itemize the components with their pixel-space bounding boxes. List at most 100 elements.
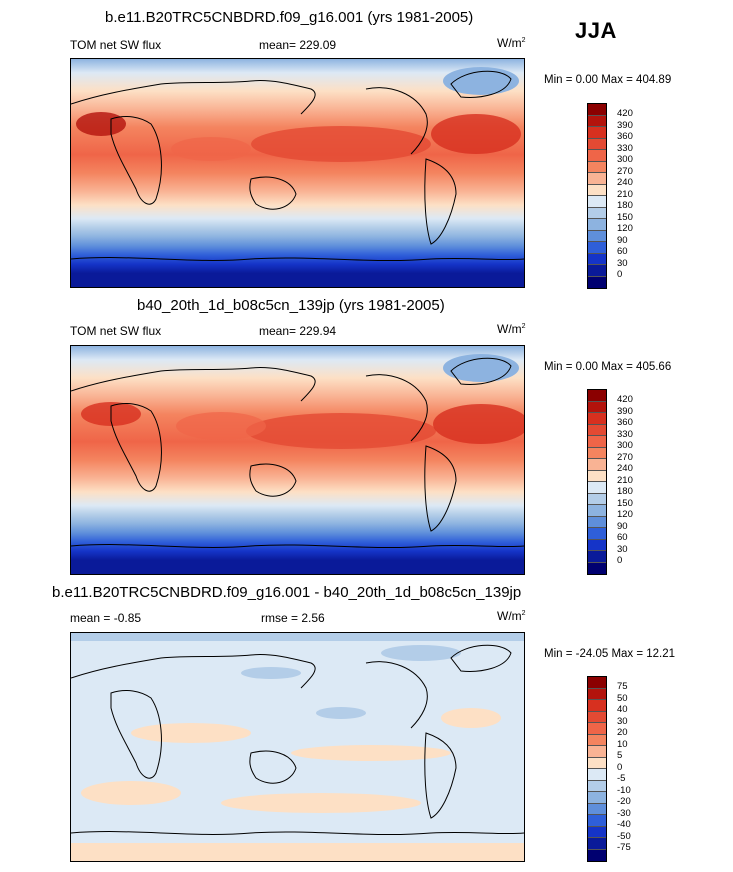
colorbar-box — [588, 493, 606, 505]
colorbar-box — [588, 138, 606, 150]
colorbar-box — [588, 838, 606, 850]
colorbar-box — [588, 276, 606, 288]
panel-1-mean-label: mean= 229.09 — [259, 38, 337, 52]
colorbar-box — [588, 505, 606, 517]
colorbar-box — [588, 723, 606, 735]
panel-2-minmax: Min = 0.00 Max = 405.66 — [544, 361, 672, 373]
colorbar-box — [588, 436, 606, 448]
colorbar-box — [588, 677, 606, 689]
colorbar-box — [588, 711, 606, 723]
colorbar-tick-label: -30 — [617, 807, 631, 819]
colorbar-tick-label: -20 — [617, 796, 631, 807]
colorbar-tick-label: 40 — [617, 704, 628, 715]
colorbar-tick-label: 5 — [617, 750, 623, 761]
panel-1-map — [70, 58, 525, 288]
colorbar-tick-label: 75 — [617, 681, 628, 692]
panel-1-title: b.e11.B20TRC5CNBDRD.f09_g16.001 (yrs 198… — [105, 9, 474, 26]
colorbar-box — [588, 242, 606, 254]
panel-2-map — [70, 345, 525, 575]
colorbar-box — [588, 792, 606, 804]
panel-3-map — [70, 632, 525, 862]
colorbar-tick-label: 0 — [617, 269, 623, 280]
colorbar-tick-label: 360 — [617, 131, 633, 142]
colorbar-box — [588, 562, 606, 574]
colorbar-tick-label: 60 — [617, 246, 628, 257]
colorbar-box — [588, 230, 606, 242]
panel-1-minmax: Min = 0.00 Max = 404.89 — [544, 74, 672, 86]
colorbar-tick-label: 180 — [617, 486, 633, 497]
colorbar-tick-label: 420 — [617, 108, 633, 119]
colorbar-box — [588, 253, 606, 265]
colorbar-tick-label: 30 — [617, 715, 628, 727]
colorbar-tick-label: 10 — [617, 738, 628, 750]
colorbar-tick-label: 330 — [617, 142, 633, 154]
colorbar-box — [588, 115, 606, 127]
panel-3-title: b.e11.B20TRC5CNBDRD.f09_g16.001 - b40_20… — [52, 584, 522, 601]
season-label: JJA — [575, 18, 617, 43]
colorbar-tick-label: 0 — [617, 555, 623, 566]
colorbar-box — [588, 390, 606, 402]
panel-2-title: b40_20th_1d_b08c5cn_139jp (yrs 1981-2005… — [137, 297, 445, 314]
colorbar-box — [588, 470, 606, 482]
colorbar-box — [588, 551, 606, 563]
colorbar-tick-label: -75 — [617, 842, 631, 853]
colorbar-box — [588, 734, 606, 746]
panel-3-mean-label: mean = -0.85 — [70, 611, 142, 625]
panel-2-variable-label: TOM net SW flux — [70, 324, 162, 338]
panel-1-colorbar — [587, 103, 607, 289]
colorbar-box — [588, 161, 606, 173]
colorbar-tick-label: 20 — [617, 727, 628, 738]
colorbar-tick-label: 120 — [617, 509, 633, 520]
colorbar-tick-label: 90 — [617, 520, 628, 532]
colorbar-box — [588, 447, 606, 459]
colorbar-box — [588, 539, 606, 551]
colorbar-box — [588, 459, 606, 471]
colorbar-box — [588, 196, 606, 208]
colorbar-box — [588, 150, 606, 162]
colorbar-box — [588, 780, 606, 792]
colorbar-tick-label: 240 — [617, 463, 633, 474]
colorbar-box — [588, 173, 606, 185]
colorbar-tick-label: 60 — [617, 532, 628, 543]
colorbar-box — [588, 104, 606, 116]
colorbar-tick-label: 210 — [617, 474, 633, 486]
colorbar-tick-label: 120 — [617, 223, 633, 234]
colorbar-box — [588, 207, 606, 219]
colorbar-tick-label: 180 — [617, 200, 633, 211]
panel-3-minmax: Min = -24.05 Max = 12.21 — [544, 648, 676, 660]
colorbar-box — [588, 769, 606, 781]
panel-2-mean-label: mean= 229.94 — [259, 324, 337, 338]
panel-3-units: W/m2 — [497, 609, 526, 623]
colorbar-tick-label: 150 — [617, 211, 633, 223]
colorbar-tick-label: -50 — [617, 830, 631, 842]
colorbar-tick-label: 390 — [617, 119, 633, 131]
colorbar-box — [588, 803, 606, 815]
colorbar-tick-label: 270 — [617, 451, 633, 463]
colorbar-tick-label: 240 — [617, 177, 633, 188]
colorbar-box — [588, 815, 606, 827]
colorbar-tick-label: -5 — [617, 773, 626, 784]
panel-2-units: W/m2 — [497, 322, 526, 336]
colorbar-tick-label: -40 — [617, 819, 631, 830]
colorbar-tick-label: 390 — [617, 405, 633, 417]
colorbar-box — [588, 746, 606, 758]
colorbar-box — [588, 757, 606, 769]
colorbar-box — [588, 401, 606, 413]
colorbar-tick-label: 150 — [617, 497, 633, 509]
colorbar-box — [588, 219, 606, 231]
colorbar-tick-label: 360 — [617, 417, 633, 428]
panel-1-variable-label: TOM net SW flux — [70, 38, 162, 52]
colorbar-box — [588, 265, 606, 277]
colorbar-box — [588, 700, 606, 712]
colorbar-tick-label: 420 — [617, 394, 633, 405]
colorbar-tick-label: 30 — [617, 257, 628, 269]
colorbar-tick-label: 270 — [617, 165, 633, 177]
panel-3-rmse-label: rmse = 2.56 — [261, 611, 325, 625]
colorbar-box — [588, 826, 606, 838]
colorbar-box — [588, 184, 606, 196]
colorbar-box — [588, 516, 606, 528]
colorbar-tick-label: 300 — [617, 154, 633, 165]
colorbar-box — [588, 849, 606, 861]
colorbar-box — [588, 528, 606, 540]
colorbar-tick-label: 30 — [617, 543, 628, 555]
